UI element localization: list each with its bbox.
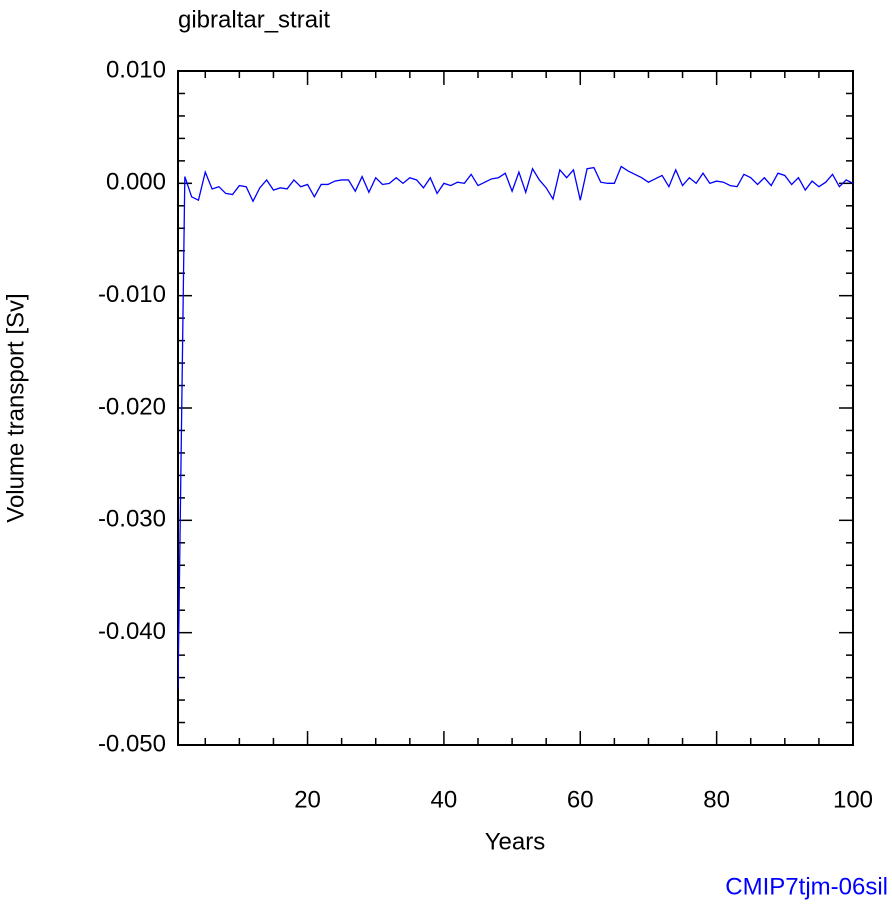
- x-tick-label: 40: [431, 786, 458, 813]
- footer: CMIP7tjm-06sil: [725, 873, 888, 900]
- y-tick-label: -0.040: [98, 618, 166, 645]
- y-axis-label: Volume transport [Sv]: [2, 293, 29, 522]
- y-tick-label: 0.010: [106, 56, 166, 83]
- y-tick-label: -0.030: [98, 506, 166, 533]
- chart-title: gibraltar_strait: [178, 6, 330, 33]
- y-tick-label: -0.020: [98, 393, 166, 420]
- x-tick-label: 60: [567, 786, 594, 813]
- x-tick-label: 20: [294, 786, 321, 813]
- y-tick-label: 0.000: [106, 169, 166, 196]
- y-tick-label: -0.050: [98, 730, 166, 757]
- data-line: [178, 165, 853, 689]
- x-tick-label: 80: [703, 786, 730, 813]
- y-tick-label: -0.010: [98, 281, 166, 308]
- plot-frame: [177, 70, 854, 746]
- plot-area: [178, 165, 853, 689]
- x-tick-label: 100: [833, 786, 873, 813]
- x-axis-label: Years: [485, 828, 546, 855]
